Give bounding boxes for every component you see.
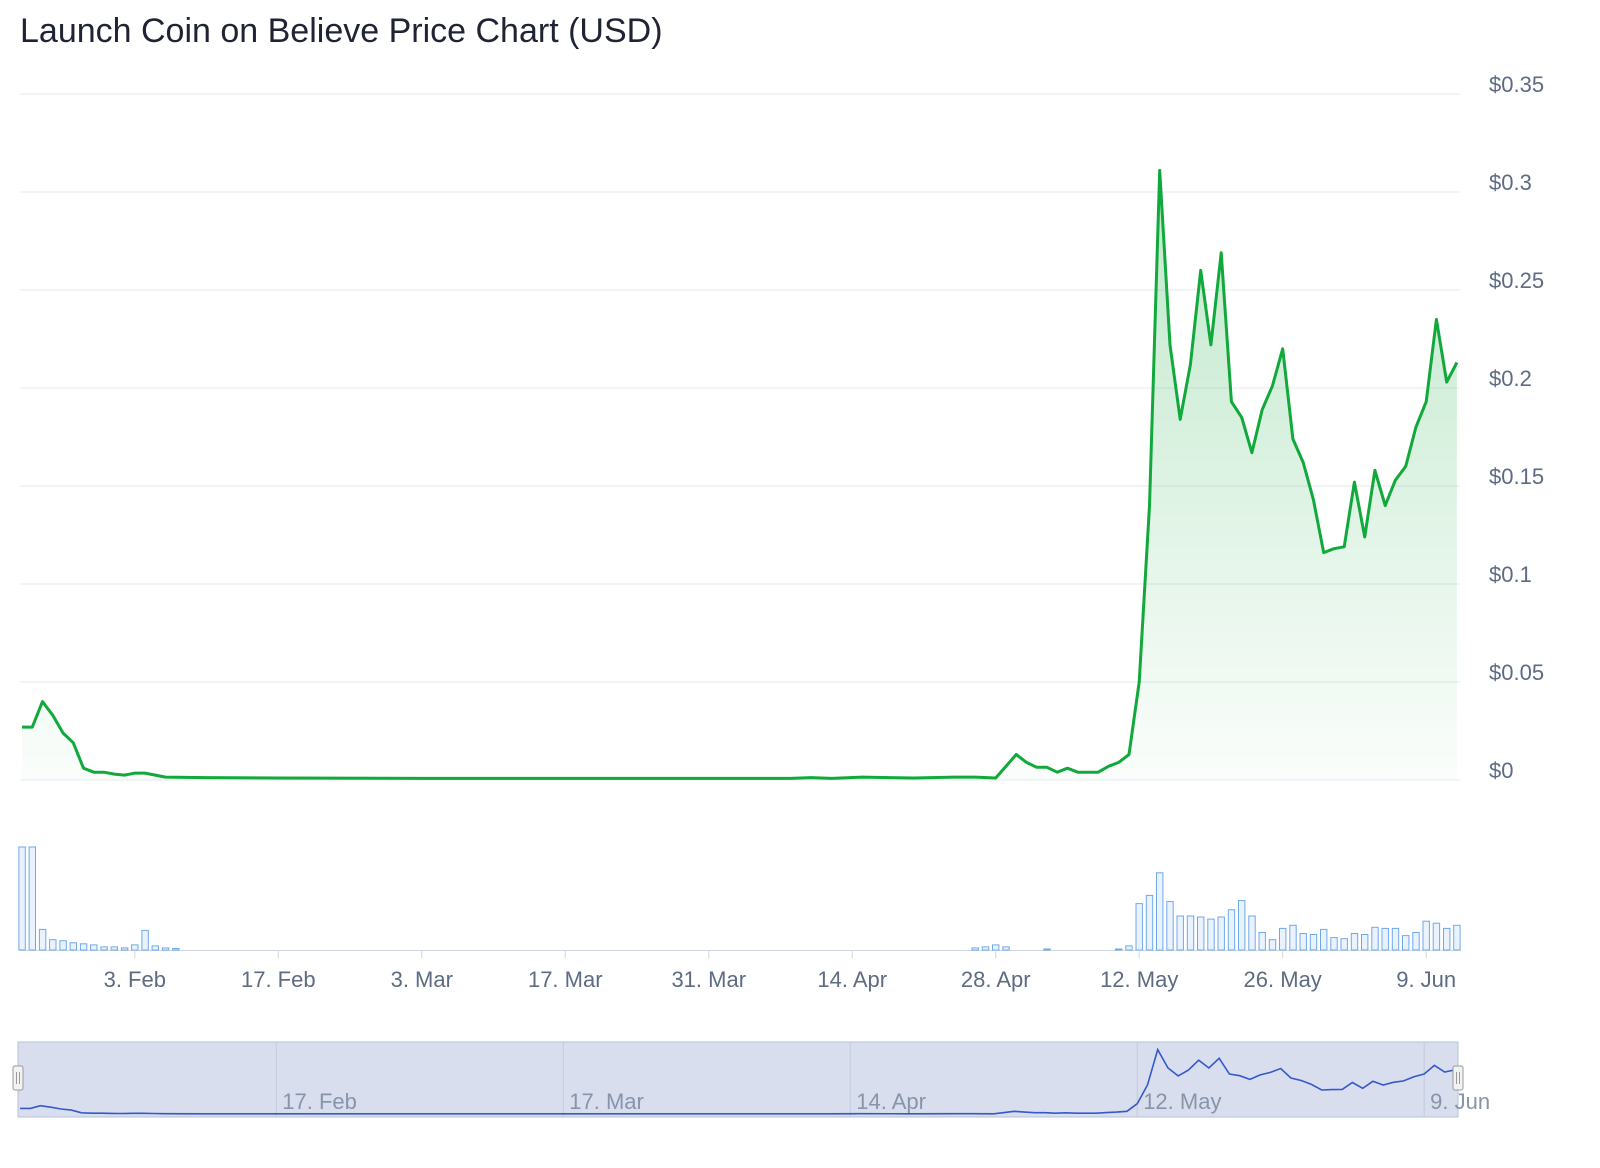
- volume-bar: [981, 946, 990, 951]
- volume-bar: [1207, 918, 1215, 951]
- volume-bar: [1166, 901, 1174, 951]
- volume-bar: [1238, 900, 1246, 951]
- y-tick-label: $0.2: [1489, 366, 1532, 391]
- volume-bar: [1443, 927, 1451, 951]
- volume-bar: [1135, 903, 1143, 951]
- x-axis: 3. Feb 17. Feb 3. Mar 17. Mar 31. Mar 14. Apr…: [104, 950, 1456, 992]
- volume-bar: [1412, 932, 1420, 951]
- volume-bar: [1002, 946, 1010, 951]
- volume-bar: [131, 944, 139, 951]
- volume-bar: [1299, 933, 1307, 951]
- volume-bar: [1340, 938, 1348, 951]
- volume-bar: [172, 948, 180, 951]
- volume-bar: [971, 947, 979, 951]
- volume-bar: [1043, 948, 1051, 951]
- volume-bar: [1289, 924, 1297, 951]
- navigator-tick-label: 17. Feb: [282, 1089, 357, 1114]
- volume-bar: [1320, 928, 1328, 951]
- y-tick-label: $0.25: [1489, 268, 1544, 293]
- volume-bar: [1422, 920, 1430, 951]
- volume-bar: [1156, 872, 1164, 951]
- y-tick-label: $0.05: [1489, 660, 1544, 685]
- volume-bar: [1268, 939, 1277, 951]
- volume-bar: [161, 947, 170, 951]
- x-tick-label: 17. Mar: [528, 967, 603, 992]
- navigator-left-handle[interactable]: [12, 1065, 24, 1091]
- y-tick-label: $0.15: [1489, 464, 1544, 489]
- y-tick-label: $0.3: [1489, 170, 1532, 195]
- volume-bars: [18, 846, 1461, 951]
- navigator-series-line: [20, 1047, 1456, 1115]
- volume-bar: [1432, 922, 1441, 951]
- volume-bar: [1125, 945, 1133, 951]
- volume-bar: [49, 939, 57, 951]
- volume-bar: [59, 940, 67, 951]
- volume-bar: [992, 944, 1000, 951]
- volume-bar: [1391, 927, 1400, 951]
- volume-bar: [141, 929, 149, 951]
- x-tick-label: 17. Feb: [241, 967, 316, 992]
- volume-bar: [1186, 915, 1195, 951]
- volume-bar: [1145, 894, 1154, 951]
- x-tick-label: 28. Apr: [961, 967, 1031, 992]
- price-line-group[interactable]: [22, 168, 1459, 780]
- volume-bar: [1309, 934, 1318, 951]
- x-tick-label: 12. May: [1100, 967, 1178, 992]
- volume-bar: [28, 846, 37, 951]
- volume-bar: [1197, 916, 1205, 951]
- volume-bar: [1361, 934, 1369, 951]
- x-tick-label: 31. Mar: [671, 967, 746, 992]
- y-tick-label: $0: [1489, 758, 1513, 783]
- volume-bar: [69, 942, 77, 951]
- volume-bar: [1350, 933, 1359, 951]
- chart-title: Launch Coin on Believe Price Chart (USD): [20, 12, 663, 50]
- volume-bar: [100, 946, 108, 951]
- volume-bar: [1217, 916, 1225, 951]
- volume-bar: [1248, 915, 1256, 951]
- volume-bar: [90, 944, 98, 951]
- x-tick-label: 14. Apr: [817, 967, 887, 992]
- navigator-tick-label: 12. May: [1143, 1089, 1221, 1114]
- price-line[interactable]: [22, 168, 1459, 780]
- volume-bar: [120, 947, 129, 951]
- volume-bar: [79, 943, 88, 951]
- y-tick-label: $0.1: [1489, 562, 1532, 587]
- volume-bar: [1330, 937, 1338, 951]
- volume-bar: [1258, 932, 1266, 951]
- x-tick-label: 3. Feb: [104, 967, 166, 992]
- volume-bar: [1453, 924, 1461, 951]
- volume-bar: [151, 945, 160, 951]
- price-area-fill: [22, 170, 1457, 780]
- navigator-tick-label: 14. Apr: [856, 1089, 926, 1114]
- price-area: [22, 170, 1457, 780]
- volume-bar: [38, 928, 47, 951]
- volume-bar: [18, 846, 26, 951]
- volume-bar: [1227, 909, 1236, 951]
- volume-bar: [1381, 927, 1389, 951]
- volume-bar: [1371, 926, 1379, 951]
- navigator-right-handle[interactable]: [1452, 1065, 1464, 1091]
- volume-bar: [1115, 948, 1123, 951]
- volume-bar: [110, 946, 118, 951]
- volume-bar: [1279, 927, 1287, 951]
- volume-bar: [1402, 935, 1410, 951]
- volume-bar: [1176, 915, 1184, 951]
- y-axis-labels: $0.35 $0.3 $0.25 $0.2 $0.15 $0.1 $0.05 $0: [1489, 72, 1544, 783]
- navigator-range-mask[interactable]: [17, 1041, 1459, 1118]
- navigator-tick-label: 17. Mar: [569, 1089, 644, 1114]
- x-tick-label: 9. Jun: [1396, 967, 1456, 992]
- navigator-tick-label: 9. Jun: [1430, 1089, 1490, 1114]
- x-tick-label: 26. May: [1244, 967, 1322, 992]
- navigator[interactable]: 17. Feb 17. Mar 14. Apr 12. May 9. Jun: [12, 1041, 1490, 1118]
- y-tick-label: $0.35: [1489, 72, 1544, 97]
- x-tick-label: 3. Mar: [391, 967, 453, 992]
